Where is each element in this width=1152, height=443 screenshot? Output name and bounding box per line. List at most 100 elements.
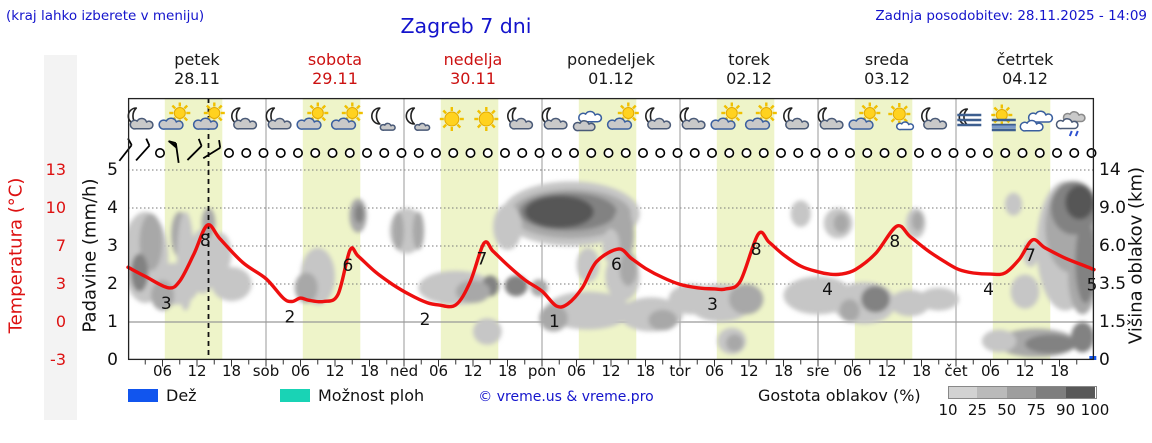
wind-calm-circle xyxy=(862,147,873,158)
sun-ray xyxy=(206,104,211,110)
cloud-blob xyxy=(524,195,594,228)
wind-calm-circle xyxy=(896,147,907,158)
weather-icon-sun-small-cloud xyxy=(888,103,915,131)
sun-ray xyxy=(356,116,361,122)
wind-calm-circle xyxy=(793,147,804,158)
day-header: nedelja 30.11 xyxy=(404,50,542,88)
cloud-blob xyxy=(493,204,522,250)
wind-barb-shaft xyxy=(186,145,203,161)
cloud-shape xyxy=(710,117,736,130)
wind-barb-shaft xyxy=(135,144,151,162)
wind-calm-circle xyxy=(517,147,528,158)
cloud-blob xyxy=(918,287,959,311)
wind-calm-circle xyxy=(1034,147,1045,158)
wind-barb-tick xyxy=(127,138,133,146)
temp-value-label: 2 xyxy=(420,310,431,330)
wind-calm-circle xyxy=(844,147,855,158)
wind-calm-circle xyxy=(568,147,579,158)
cloud-density-blobs xyxy=(128,181,1094,358)
sun-ray xyxy=(758,104,763,110)
day-name: torek xyxy=(728,50,770,69)
day-name: nedelja xyxy=(443,50,503,69)
moon-crescent xyxy=(405,107,416,125)
temp-value-label: 2 xyxy=(284,307,295,327)
cloud-shape xyxy=(681,117,706,130)
sun-ray xyxy=(890,105,896,110)
wind-barb-tick xyxy=(218,140,222,148)
temp-tick-label: 0 xyxy=(55,312,66,331)
cloud-blob xyxy=(354,204,364,224)
copyright-link[interactable]: © vreme.us & vreme.pro xyxy=(478,389,654,405)
cloud-shape xyxy=(296,117,322,130)
wind-calm-circle xyxy=(482,147,493,158)
wind-calm-circle xyxy=(913,147,924,158)
cloud-blob xyxy=(1025,334,1077,354)
day-date: 02.12 xyxy=(726,69,772,88)
cloud-blob xyxy=(1010,274,1040,309)
cloud-blob xyxy=(1004,192,1023,216)
wind-calm-circle xyxy=(706,147,717,158)
sun-ray xyxy=(873,104,879,110)
wind-calm-circle xyxy=(534,147,545,158)
x-tick-label: 18 xyxy=(635,362,656,380)
plot-frame xyxy=(127,97,1095,361)
sun-ray xyxy=(218,116,223,122)
wind-calm-circle xyxy=(586,147,597,158)
cloud-blob xyxy=(412,211,425,250)
x-tick-label: 06 xyxy=(704,362,725,380)
daylight-band xyxy=(440,98,499,360)
wind-barb-tick xyxy=(145,138,151,146)
cloud-shape xyxy=(848,117,874,130)
sun-ray xyxy=(903,105,908,110)
wind-calm-circle xyxy=(810,147,821,158)
sun-ray xyxy=(1005,106,1011,112)
sun-disc xyxy=(444,111,460,127)
density-scale-value: 50 xyxy=(997,401,1017,419)
x-tick-label: tor xyxy=(669,362,691,380)
x-tick-label: pon xyxy=(527,362,557,380)
sun-ray xyxy=(456,109,462,115)
cloud-shape xyxy=(578,110,603,123)
temp-value-label: 6 xyxy=(611,255,622,275)
cloud-blob xyxy=(833,213,849,233)
wind-calm-circle xyxy=(1051,147,1062,158)
cloud-height-tick-label: 0 xyxy=(1099,350,1110,370)
wind-calm-circle xyxy=(224,147,235,158)
cloud-blob xyxy=(728,284,764,315)
cloud-height-tick-label: 6.0 xyxy=(1099,236,1127,256)
sun-ray xyxy=(321,104,327,110)
cloud-height-tick-label: 1.5 xyxy=(1099,312,1127,332)
cloud-blob xyxy=(294,272,318,303)
cloud-shape xyxy=(233,117,258,130)
x-tick-label: sob xyxy=(252,362,280,380)
weather-icon-moon-cloud xyxy=(679,107,706,130)
wind-barb-tick xyxy=(168,140,177,144)
cloud-shape xyxy=(647,117,672,130)
weather-icon-sun xyxy=(474,107,499,131)
x-tick-label: 12 xyxy=(739,362,759,380)
weather-icon-moon-cloud xyxy=(127,107,154,130)
cloud-shape xyxy=(330,117,357,130)
wind-calm-circle xyxy=(465,147,476,158)
sun-ray xyxy=(183,116,189,122)
wind-calm-circle xyxy=(413,147,424,158)
wind-calm-circle xyxy=(965,147,976,158)
temp-value-label: 4 xyxy=(983,280,994,300)
weather-icon-moon-cloud xyxy=(921,107,948,130)
precip-tick-label: 3 xyxy=(107,236,118,256)
weather-icon-moon-cloud xyxy=(231,107,258,130)
x-tick-label: 06 xyxy=(428,362,449,380)
left-margin-strip xyxy=(44,55,77,420)
x-tick-label: ned xyxy=(389,362,419,380)
temp-tick-label: 3 xyxy=(55,274,66,293)
x-tick-label: 18 xyxy=(773,362,794,380)
weather-icon-cloud-big xyxy=(1019,110,1054,132)
temp-value-label: 3 xyxy=(707,295,718,315)
cloud-blob xyxy=(576,247,600,283)
cloud-shape xyxy=(1027,110,1054,123)
wind-calm-circle xyxy=(310,147,321,158)
meteogram-plot: 3 8 2 6 2 7 1 6 3 8 4 8 4 7 5 xyxy=(118,97,1097,367)
wind-barb xyxy=(186,138,203,161)
precip-tick-label: 1 xyxy=(107,312,118,332)
weather-icon-sun-cloud xyxy=(606,102,639,130)
